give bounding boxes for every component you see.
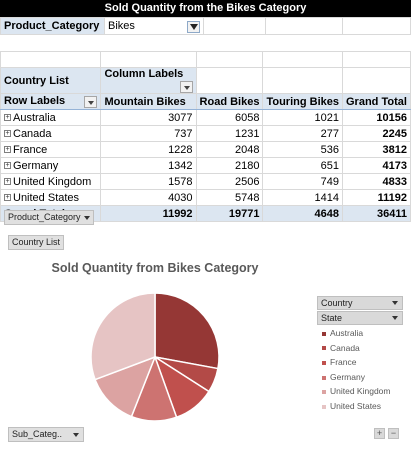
chevron-down-icon [392, 316, 398, 320]
state-field-label: State [321, 313, 343, 323]
row-total: 11192 [342, 189, 411, 206]
row-label: Australia [13, 111, 56, 124]
table-row: + France 1228 2048 536 3812 [0, 141, 411, 158]
filter-funnel-icon[interactable] [186, 20, 200, 33]
row-label: France [13, 143, 48, 156]
legend-swatch [322, 404, 326, 409]
column-header: Mountain Bikes [100, 93, 197, 110]
state-field-button[interactable]: State [317, 311, 403, 325]
expand-button[interactable]: + [374, 428, 385, 439]
filter-label: Product_Category [4, 20, 100, 32]
legend-swatch [322, 346, 326, 351]
pie-slice-united-kingdom[interactable] [94, 355, 157, 418]
row-label: Canada [13, 127, 52, 140]
empty-cell [342, 67, 411, 94]
table-row: + Germany 1342 2180 651 4173 [0, 157, 411, 174]
expand-icon[interactable]: + [4, 130, 11, 138]
row-label: United States [13, 191, 80, 204]
row-label: United Kingdom [13, 175, 92, 188]
expand-icon[interactable]: + [4, 178, 11, 186]
filter-value-cell[interactable]: Bikes [103, 17, 204, 35]
row-labels-header[interactable]: Row Labels [0, 93, 102, 110]
legend-item: France [322, 356, 356, 368]
pivot-table: Country List Column Labels Row Labels Mo… [0, 51, 411, 222]
product-category-field-button[interactable]: Product_Category [4, 210, 94, 225]
expand-icon[interactable]: + [4, 114, 11, 122]
legend-label: Germany [330, 371, 365, 382]
legend-item: Germany [322, 371, 365, 383]
legend-swatch [322, 390, 326, 395]
cell-value: 3077 [100, 109, 197, 126]
table-row: + Australia 3077 6058 1021 10156 [0, 109, 411, 126]
expand-icon[interactable]: + [4, 146, 11, 154]
legend-label: France [330, 357, 357, 368]
row-label: Germany [13, 159, 59, 172]
chart-title: Sold Quantity from Bikes Category [51, 261, 259, 275]
legend-label: Australia [330, 328, 364, 338]
pie-slice-australia[interactable] [154, 292, 220, 370]
expand-icon[interactable]: + [4, 162, 11, 170]
chevron-down-icon [392, 301, 398, 305]
product-category-chip-label: Product_Category [8, 212, 81, 222]
expand-icon[interactable]: + [4, 194, 11, 202]
country-field-label: Country [321, 298, 353, 308]
filter-label-cell: Product_Category [0, 17, 105, 35]
legend-item: United Kingdom [322, 385, 390, 397]
country-field-button[interactable]: Country [317, 296, 403, 310]
cell-value: 536 [262, 141, 343, 158]
cell-value: 2506 [195, 173, 264, 190]
filter-value: Bikes [107, 19, 135, 32]
grand-total-value: 36411 [342, 205, 411, 222]
legend-label: United States [330, 401, 382, 411]
grand-total-value: 19771 [195, 205, 264, 222]
empty-cell [342, 17, 411, 35]
country-list-field-button[interactable]: Country List [8, 235, 65, 250]
legend-label: United Kingdom [330, 386, 391, 397]
legend-label: Canada [330, 342, 360, 353]
row-labels-text: Row Labels [4, 95, 66, 107]
legend-swatch [322, 331, 326, 336]
grand-total-value: 4648 [262, 205, 343, 222]
grand-total-value: 11992 [100, 205, 197, 222]
column-labels-header[interactable]: Column Labels [100, 67, 197, 94]
legend-item: United States [322, 400, 381, 412]
table-row: + United Kingdom 1578 2506 749 4833 [0, 173, 411, 190]
collapse-button[interactable]: − [388, 428, 399, 439]
sub-category-field-button[interactable]: Sub_Categ.. [8, 427, 84, 442]
country-list-chip-label: Country List [12, 237, 61, 247]
legend-item: Australia [322, 327, 363, 339]
chevron-down-icon [73, 433, 79, 437]
row-labels-dropdown-icon[interactable] [84, 96, 98, 108]
legend-item: Canada [322, 342, 360, 354]
legend-swatch [322, 375, 326, 380]
pivot-header-row: Row Labels Mountain Bikes Road Bikes Tou… [0, 93, 411, 110]
legend-swatch [322, 360, 326, 365]
column-labels-text: Column Labels [104, 68, 184, 81]
country-list-header: Country List [0, 67, 102, 94]
filter-area: Product_Category Bikes [0, 17, 411, 35]
chevron-down-icon [83, 215, 90, 220]
row-total: 3812 [342, 141, 411, 158]
report-title: Sold Quantity from the Bikes Category [0, 0, 411, 17]
table-row: + Canada 737 1231 277 2245 [0, 125, 411, 142]
column-labels-dropdown-icon[interactable] [179, 81, 193, 93]
pie-slice-united-states[interactable] [90, 292, 156, 381]
sub-category-chip-label: Sub_Categ.. [12, 429, 63, 439]
